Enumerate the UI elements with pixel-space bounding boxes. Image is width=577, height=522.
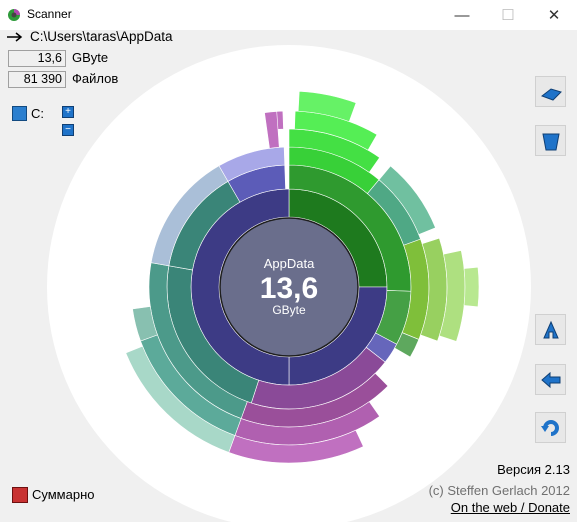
back-arrow-icon bbox=[541, 371, 561, 389]
size-value-box: 13,6 bbox=[8, 50, 66, 67]
up-folder-button[interactable] bbox=[535, 314, 566, 345]
scanner-app-icon bbox=[8, 9, 20, 21]
minimize-button[interactable]: — bbox=[454, 6, 470, 24]
current-path: C:\Users\taras\AppData bbox=[30, 29, 173, 44]
refresh-button[interactable] bbox=[535, 412, 566, 443]
files-count-box: 81 390 bbox=[8, 71, 66, 88]
segment-teal[interactable] bbox=[125, 345, 236, 453]
delete-bin-icon bbox=[542, 133, 560, 151]
files-unit: Файлов bbox=[72, 71, 119, 86]
refresh-icon bbox=[541, 420, 559, 436]
zoom-out-button[interactable]: − bbox=[62, 124, 74, 136]
center-circle[interactable] bbox=[219, 217, 359, 357]
segment-teal[interactable] bbox=[132, 306, 158, 342]
size-unit: GByte bbox=[72, 50, 109, 65]
center-unit: GByte bbox=[272, 303, 306, 317]
close-button[interactable]: ✕ bbox=[547, 7, 561, 24]
segment-purple[interactable] bbox=[264, 111, 280, 149]
path-row: C:\Users\taras\AppData bbox=[0, 29, 577, 46]
up-folder-icon bbox=[543, 320, 559, 339]
donate-link[interactable]: On the web / Donate bbox=[450, 500, 570, 515]
segment-green[interactable] bbox=[463, 266, 480, 308]
segment-lavender[interactable] bbox=[218, 146, 286, 182]
title-bar: Scanner — ☐ ✕ bbox=[0, 0, 577, 30]
drive-label[interactable]: C: bbox=[31, 106, 44, 121]
center-folder-name: AppData bbox=[264, 256, 315, 271]
maximize-button[interactable]: ☐ bbox=[501, 7, 515, 24]
version-label: Версия 2.13 bbox=[497, 462, 570, 477]
eraser-icon bbox=[540, 88, 562, 101]
segment-green[interactable] bbox=[378, 165, 436, 235]
segment-green[interactable] bbox=[297, 90, 357, 122]
summary-label[interactable]: Суммарно bbox=[32, 487, 95, 502]
segment-green[interactable] bbox=[394, 332, 420, 358]
delete-button[interactable] bbox=[535, 125, 566, 156]
zoom-in-button[interactable]: + bbox=[62, 106, 74, 118]
eraser-button[interactable] bbox=[535, 76, 566, 107]
window-title: Scanner bbox=[27, 7, 72, 21]
back-button[interactable] bbox=[535, 364, 566, 395]
center-size: 13,6 bbox=[260, 272, 318, 305]
arrow-right-icon[interactable] bbox=[6, 31, 24, 43]
summary-icon[interactable] bbox=[12, 487, 28, 503]
copyright-label: (c) Steffen Gerlach 2012 bbox=[428, 483, 570, 498]
drive-icon[interactable] bbox=[12, 106, 27, 121]
